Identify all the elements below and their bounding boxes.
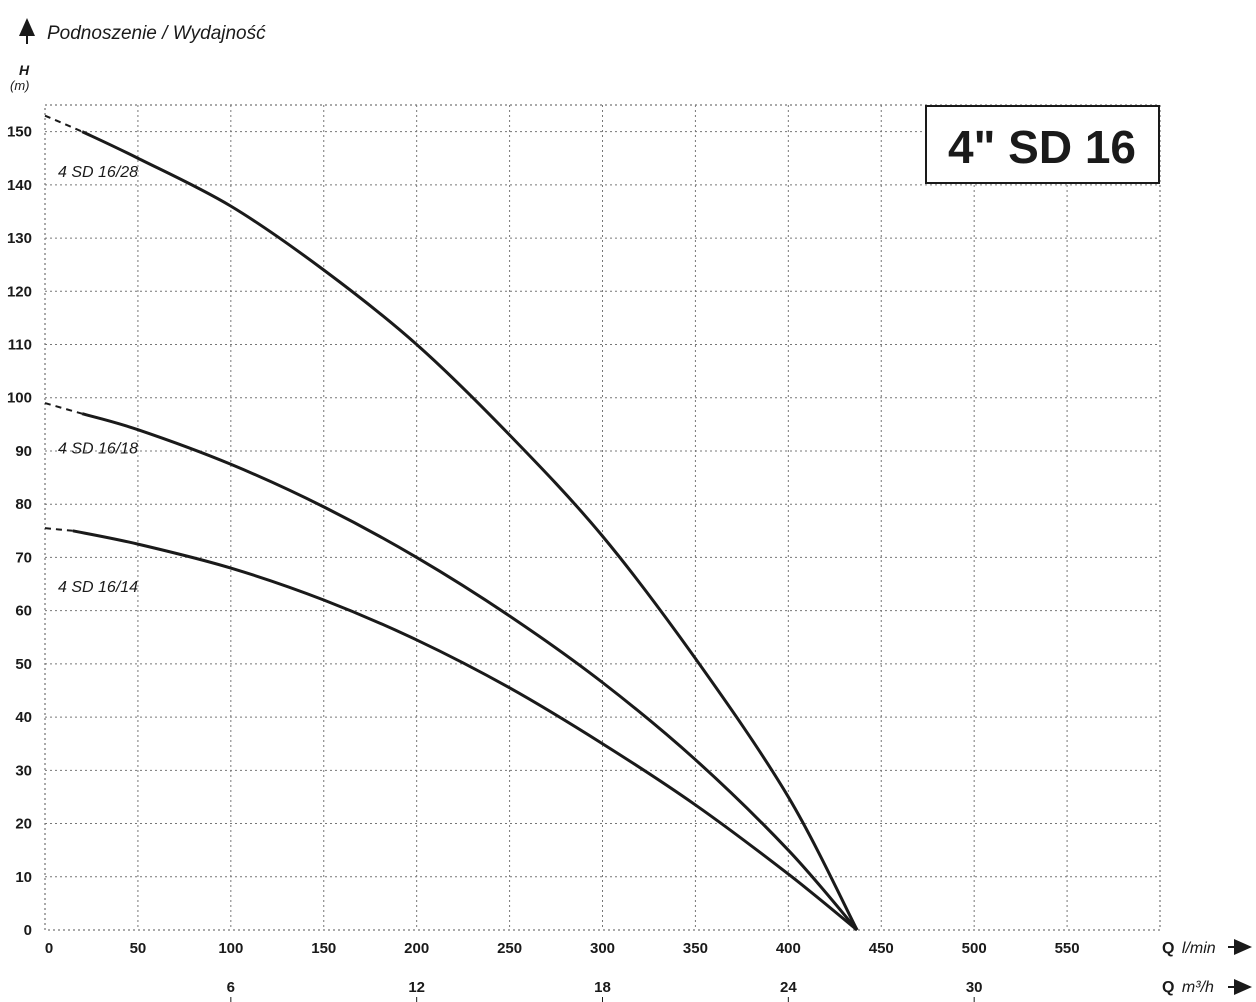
series-curves <box>44 114 859 932</box>
y-tick-label: 20 <box>15 816 32 833</box>
y-tick-label: 100 <box>7 390 32 407</box>
y-tick-label: 110 <box>8 337 32 354</box>
y-tick-label: 140 <box>7 177 32 194</box>
series-line-1 <box>81 412 859 931</box>
y-tick-label: 30 <box>15 762 32 779</box>
y-tick-label: 120 <box>7 283 32 300</box>
y-tick-label: 90 <box>15 443 32 460</box>
x2-axis-unit: m³/h <box>1182 979 1214 996</box>
model-badge-text: 4" SD 16 <box>948 121 1136 173</box>
model-badge <box>925 105 1160 184</box>
x-tick-label: 450 <box>869 940 894 957</box>
x2-tick-label: 6 <box>227 979 235 996</box>
y-tick-label: 0 <box>24 922 32 939</box>
x-tick-label: 0 <box>45 940 53 957</box>
x-tick-label: 100 <box>218 940 243 957</box>
x2-tick-label: 12 <box>408 979 425 996</box>
series-label-1: 4 SD 16/18 <box>58 441 138 458</box>
y-axis-label: H <box>19 62 30 78</box>
x-tick-label: 250 <box>497 940 522 957</box>
y-tick-label: 80 <box>15 496 32 513</box>
y-tick-label: 70 <box>15 549 32 566</box>
series-extrapolation-1 <box>44 402 83 415</box>
x2-axis-q: Q <box>1162 979 1174 996</box>
series-line-0 <box>81 130 859 931</box>
y-tick-label: 130 <box>7 230 32 247</box>
y-tick-label: 150 <box>7 124 32 141</box>
x-axis-label: Q l/min <box>1162 940 1216 957</box>
series-label-2: 4 SD 16/14 <box>58 579 138 596</box>
x-axis-q: Q <box>1162 940 1174 957</box>
series-extrapolation-2 <box>44 527 73 532</box>
x-tick-label: 500 <box>962 940 987 957</box>
x-tick-label: 200 <box>404 940 429 957</box>
y-tick-label: 40 <box>15 709 32 726</box>
grid-lines <box>45 105 1160 930</box>
x-tick-labels: 0 50 100 150 200 250 300 350 400 450 500 550 <box>45 940 1080 957</box>
y-tick-label: 60 <box>15 603 32 620</box>
x-tick-label: 350 <box>683 940 708 957</box>
y-axis-unit: (m) <box>10 78 30 93</box>
y-tick-label: 50 <box>15 656 32 673</box>
x2-tick-label: 24 <box>780 979 797 996</box>
x2-tick-label: 30 <box>966 979 983 996</box>
series-line-2 <box>72 529 859 932</box>
x2-tick-label: 18 <box>594 979 611 996</box>
series-labels: 4 SD 16/28 4 SD 16/18 4 SD 16/14 <box>58 164 138 596</box>
x2-axis-label: Q m³/h <box>1162 979 1214 996</box>
x-axis-unit: l/min <box>1182 940 1216 957</box>
y-tick-labels: 0 10 20 30 40 50 60 70 80 90 100 110 120 130 140 150 <box>7 124 32 939</box>
chart-title: Podnoszenie / Wydajność <box>47 23 266 44</box>
x-tick-label: 150 <box>311 940 336 957</box>
series-extrapolation-0 <box>44 114 83 133</box>
y-tick-label: 10 <box>15 869 32 886</box>
x-tick-label: 300 <box>590 940 615 957</box>
x-tick-label: 550 <box>1055 940 1080 957</box>
x-tick-label: 400 <box>776 940 801 957</box>
x2-tick-labels: 6 12 18 24 30 <box>227 979 983 1002</box>
x-tick-label: 50 <box>130 940 147 957</box>
series-label-0: 4 SD 16/28 <box>58 164 138 181</box>
